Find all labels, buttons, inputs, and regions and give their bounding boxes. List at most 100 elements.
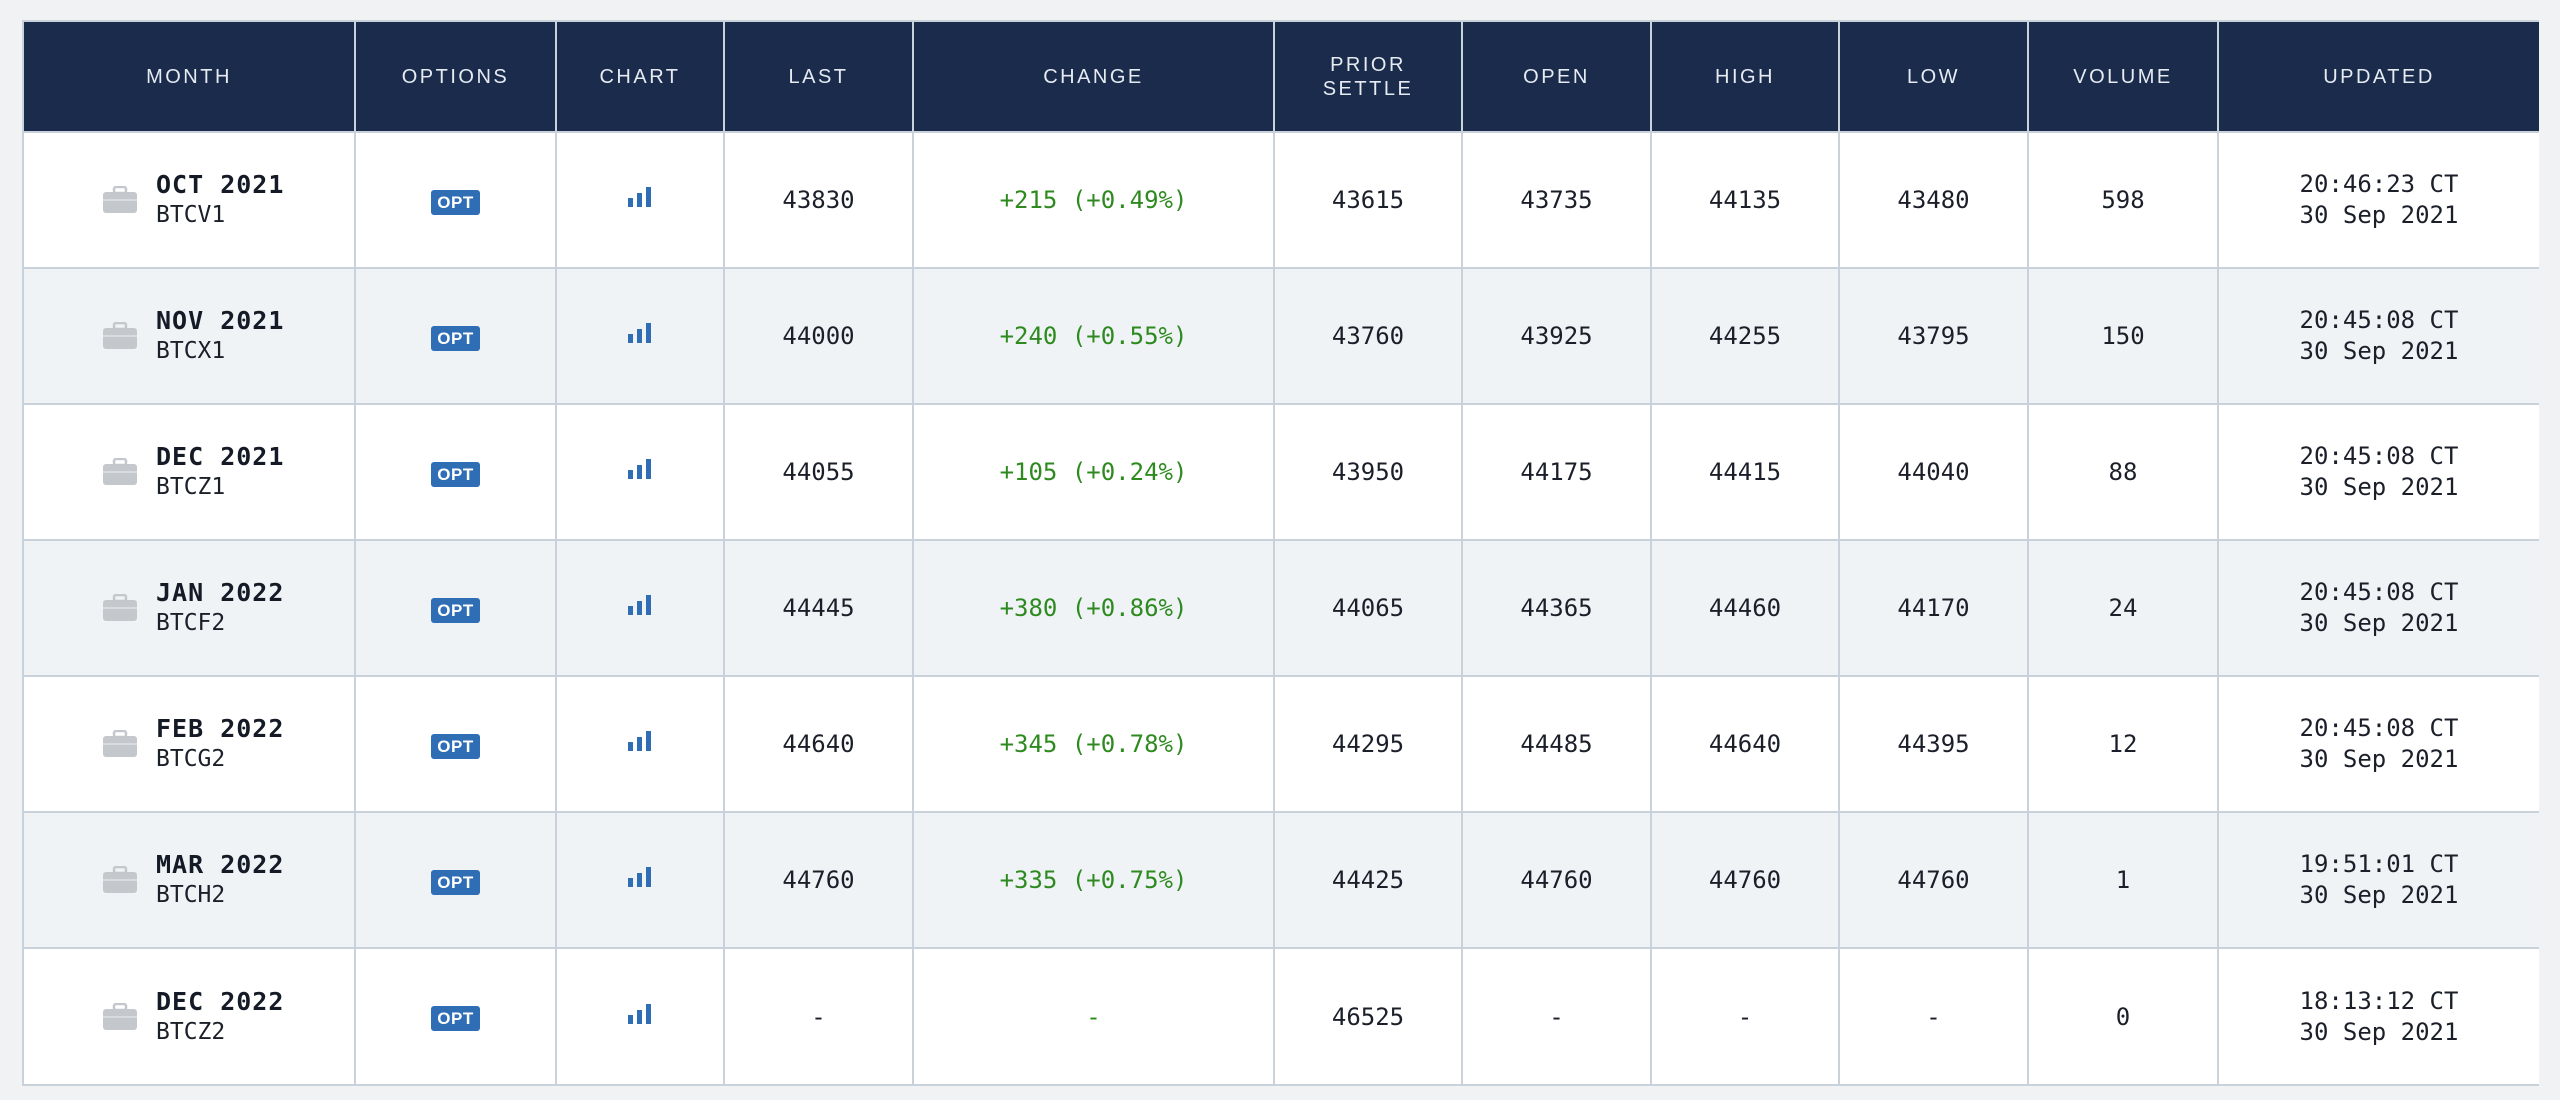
prior-settle: 43615: [1274, 131, 1463, 268]
bar-chart-icon[interactable]: [627, 186, 653, 214]
table-row: OCT 2021 BTCV1 OPT 43830 +215 (+0.49%) 4…: [24, 131, 2539, 268]
options-cell: OPT: [355, 947, 557, 1084]
updated-date: 30 Sep 2021: [2299, 473, 2459, 501]
updated-time: 18:13:12 CT: [2299, 986, 2459, 1015]
opt-button[interactable]: OPT: [431, 869, 480, 895]
options-cell: OPT: [355, 539, 557, 676]
low-price: 44170: [1839, 539, 2029, 676]
bar-chart-icon[interactable]: [627, 1003, 653, 1031]
updated-date: 30 Sep 2021: [2299, 1017, 2459, 1046]
briefcase-icon: [102, 322, 138, 350]
contract-month[interactable]: DEC 2021: [156, 442, 285, 471]
header-chart: CHART: [556, 22, 725, 132]
last-price: 44640: [724, 675, 914, 812]
header-options: OPTIONS: [355, 22, 557, 132]
last-price: -: [724, 947, 914, 1084]
updated-date: 30 Sep 2021: [2299, 201, 2459, 229]
open-price: 44175: [1462, 403, 1652, 540]
low-price: -: [1839, 947, 2029, 1084]
high-price: 44255: [1651, 267, 1840, 404]
table-row: DEC 2021 BTCZ1 OPT 44055 +105 (+0.24%) 4…: [24, 403, 2539, 540]
updated-cell: 20:46:23 CT 30 Sep 2021: [2218, 131, 2539, 268]
opt-button[interactable]: OPT: [431, 461, 480, 487]
header-low: LOW: [1839, 22, 2029, 132]
month-cell: DEC 2021 BTCZ1: [24, 403, 356, 540]
table-row: MAR 2022 BTCH2 OPT 44760 +335 (+0.75%) 4…: [24, 811, 2539, 948]
volume: 598: [2028, 131, 2219, 268]
open-price: 44365: [1462, 539, 1652, 676]
price-change: +380 (+0.86%): [913, 539, 1275, 676]
low-price: 44040: [1839, 403, 2029, 540]
briefcase-icon: [102, 730, 138, 758]
last-price: 44000: [724, 267, 914, 404]
options-cell: OPT: [355, 403, 557, 540]
price-change: +105 (+0.24%): [913, 403, 1275, 540]
table-row: DEC 2022 BTCZ2 OPT - - 46525 - - - 0 18: [24, 947, 2539, 1084]
high-price: -: [1651, 947, 1840, 1084]
header-month: MONTH: [24, 22, 356, 132]
open-price: 43735: [1462, 131, 1652, 268]
contract-month[interactable]: MAR 2022: [156, 850, 285, 879]
contract-month[interactable]: FEB 2022: [156, 714, 285, 743]
updated-date: 30 Sep 2021: [2299, 745, 2459, 773]
contract-code: BTCZ2: [156, 1018, 226, 1045]
chart-cell: [556, 675, 725, 812]
header-high: HIGH: [1651, 22, 1840, 132]
bar-chart-icon[interactable]: [627, 730, 653, 758]
high-price: 44760: [1651, 811, 1840, 948]
table-row: NOV 2021 BTCX1 OPT 44000 +240 (+0.55%) 4…: [24, 267, 2539, 404]
updated-time: 19:51:01 CT: [2299, 850, 2459, 878]
updated-cell: 18:13:12 CT 30 Sep 2021: [2218, 947, 2539, 1084]
header-prior-settle-line1: PRIOR: [1330, 53, 1406, 76]
briefcase-icon: [102, 186, 138, 214]
header-open: OPEN: [1462, 22, 1652, 132]
opt-button[interactable]: OPT: [431, 1006, 480, 1031]
prior-settle: 43950: [1274, 403, 1463, 540]
opt-button[interactable]: OPT: [431, 733, 480, 759]
contract-code: BTCF2: [156, 610, 226, 636]
chart-cell: [556, 403, 725, 540]
price-change: -: [913, 947, 1275, 1084]
volume: 1: [2028, 811, 2219, 948]
chart-cell: [556, 267, 725, 404]
bar-chart-icon[interactable]: [627, 866, 653, 894]
contract-month[interactable]: JAN 2022: [156, 578, 285, 607]
opt-button[interactable]: OPT: [431, 189, 480, 215]
table-row: FEB 2022 BTCG2 OPT 44640 +345 (+0.78%) 4…: [24, 675, 2539, 812]
low-price: 44395: [1839, 675, 2029, 812]
contract-code: BTCV1: [156, 202, 226, 228]
header-change: CHANGE: [913, 22, 1275, 132]
prior-settle: 44065: [1274, 539, 1463, 676]
options-cell: OPT: [355, 675, 557, 812]
bar-chart-icon[interactable]: [627, 594, 653, 622]
contract-month[interactable]: NOV 2021: [156, 306, 285, 335]
futures-quotes-table: MONTH OPTIONS CHART LAST CHANGE PRIOR SE…: [22, 20, 2539, 1086]
price-change: +215 (+0.49%): [913, 131, 1275, 268]
high-price: 44640: [1651, 675, 1840, 812]
options-cell: OPT: [355, 267, 557, 404]
open-price: 44760: [1462, 811, 1652, 948]
low-price: 43795: [1839, 267, 2029, 404]
chart-cell: [556, 811, 725, 948]
contract-month[interactable]: OCT 2021: [156, 170, 285, 199]
opt-button[interactable]: OPT: [431, 597, 480, 623]
last-price: 44760: [724, 811, 914, 948]
chart-cell: [556, 131, 725, 268]
last-price: 44055: [724, 403, 914, 540]
header-volume: VOLUME: [2028, 22, 2219, 132]
high-price: 44460: [1651, 539, 1840, 676]
contract-code: BTCZ1: [156, 474, 226, 500]
options-cell: OPT: [355, 811, 557, 948]
contract-code: BTCG2: [156, 746, 226, 772]
month-cell: NOV 2021 BTCX1: [24, 267, 356, 404]
prior-settle: 44295: [1274, 675, 1463, 812]
header-last: LAST: [724, 22, 914, 132]
header-prior-settle-line2: SETTLE: [1322, 77, 1414, 100]
bar-chart-icon[interactable]: [627, 322, 653, 350]
contract-month[interactable]: DEC 2022: [156, 986, 285, 1016]
price-change: +345 (+0.78%): [913, 675, 1275, 812]
month-cell: FEB 2022 BTCG2: [24, 675, 356, 812]
briefcase-icon: [102, 458, 138, 486]
bar-chart-icon[interactable]: [627, 458, 653, 486]
opt-button[interactable]: OPT: [431, 325, 480, 351]
